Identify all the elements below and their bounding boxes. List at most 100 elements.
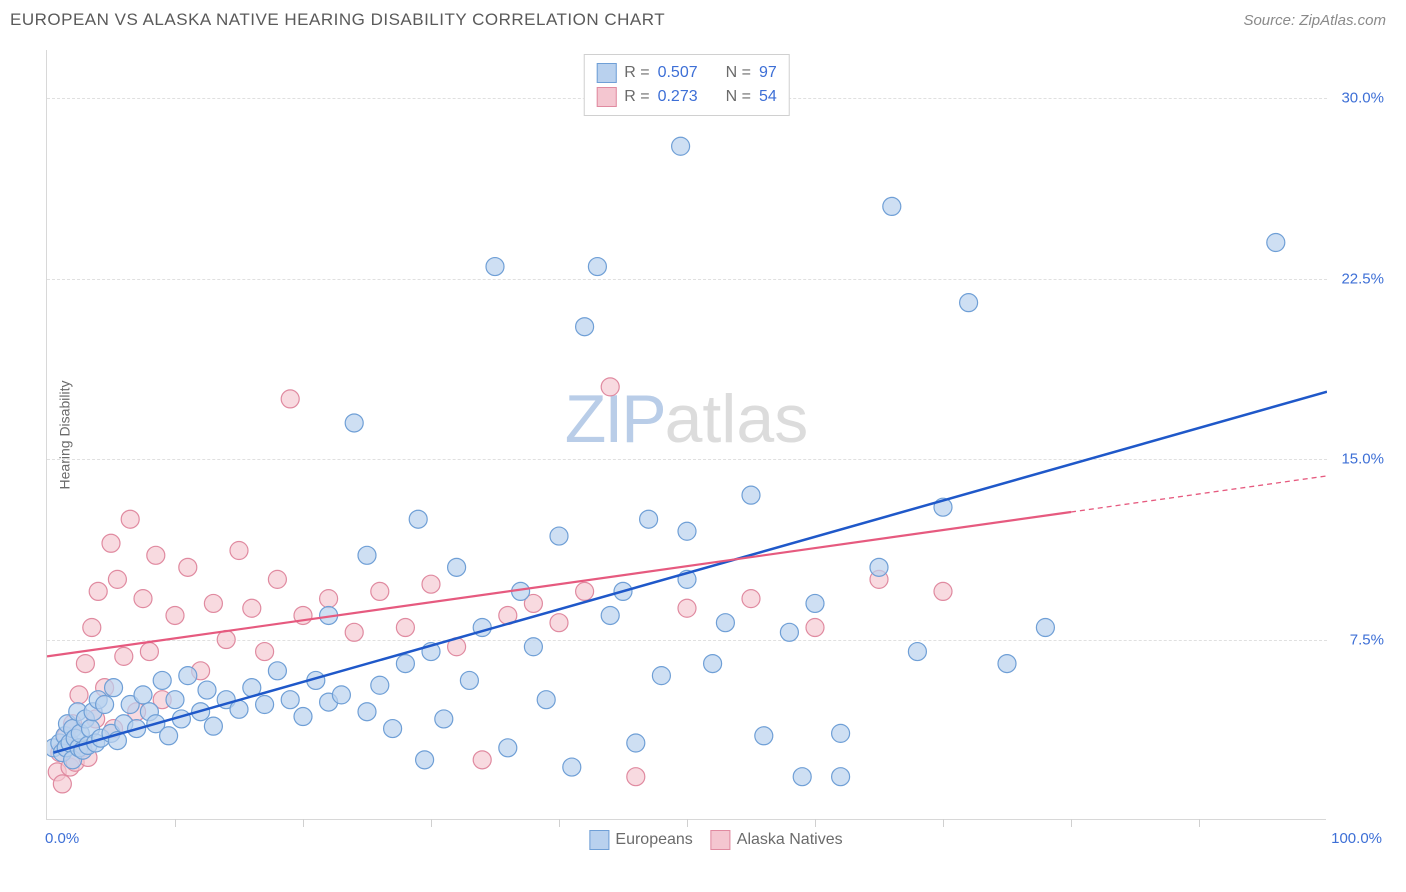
x-tick	[815, 819, 816, 827]
n-label: N =	[726, 64, 751, 82]
data-point	[627, 734, 645, 752]
x-tick	[943, 819, 944, 827]
data-point	[371, 582, 389, 600]
data-point	[358, 546, 376, 564]
data-point	[550, 614, 568, 632]
data-point	[281, 691, 299, 709]
data-point	[179, 667, 197, 685]
data-point	[384, 720, 402, 738]
x-tick	[303, 819, 304, 827]
correlation-legend: R = 0.507 N = 97 R = 0.273 N = 54	[583, 54, 790, 116]
legend-swatch-alaska	[596, 87, 616, 107]
data-point	[806, 594, 824, 612]
data-point	[96, 696, 114, 714]
data-point	[678, 599, 696, 617]
data-point	[76, 655, 94, 673]
data-point	[166, 606, 184, 624]
data-point	[883, 197, 901, 215]
data-point	[716, 614, 734, 632]
data-point	[83, 619, 101, 637]
legend-label-europeans: Europeans	[615, 831, 692, 849]
data-point	[217, 631, 235, 649]
y-tick-label: 15.0%	[1341, 451, 1384, 468]
legend-item-alaska: Alaska Natives	[711, 830, 843, 850]
data-point	[563, 758, 581, 776]
data-point	[160, 727, 178, 745]
plot-area: ZIPatlas R = 0.507 N = 97 R = 0.273 N = …	[46, 50, 1326, 820]
data-point	[198, 681, 216, 699]
x-axis-max-label: 100.0%	[1331, 830, 1382, 847]
data-point	[832, 724, 850, 742]
data-point	[998, 655, 1016, 673]
data-point	[1036, 619, 1054, 637]
data-point	[576, 582, 594, 600]
legend-item-europeans: Europeans	[589, 830, 692, 850]
data-point	[230, 542, 248, 560]
chart-title: EUROPEAN VS ALASKA NATIVE HEARING DISABI…	[10, 10, 665, 30]
data-point	[550, 527, 568, 545]
data-point	[243, 599, 261, 617]
data-point	[320, 590, 338, 608]
data-point	[640, 510, 658, 528]
y-tick-label: 30.0%	[1341, 90, 1384, 107]
r-label: R =	[624, 64, 649, 82]
data-point	[934, 582, 952, 600]
r-value-alaska: 0.273	[658, 88, 698, 106]
data-point	[908, 643, 926, 661]
n-value-europeans: 97	[759, 64, 777, 82]
regression-line	[53, 392, 1327, 753]
data-point	[153, 671, 171, 689]
data-point	[105, 679, 123, 697]
r-value-europeans: 0.507	[658, 64, 698, 82]
data-point	[448, 558, 466, 576]
chart-header: EUROPEAN VS ALASKA NATIVE HEARING DISABI…	[0, 0, 1406, 38]
data-point	[601, 378, 619, 396]
data-point	[1267, 234, 1285, 252]
n-label: N =	[726, 88, 751, 106]
regression-line-extrapolated	[1071, 476, 1327, 512]
x-tick	[687, 819, 688, 827]
data-point	[371, 676, 389, 694]
x-tick	[1071, 819, 1072, 827]
data-point	[499, 739, 517, 757]
data-point	[486, 258, 504, 276]
data-point	[537, 691, 555, 709]
data-point	[870, 558, 888, 576]
data-point	[409, 510, 427, 528]
data-point	[627, 768, 645, 786]
data-point	[793, 768, 811, 786]
data-point	[294, 708, 312, 726]
data-point	[806, 619, 824, 637]
data-point	[268, 570, 286, 588]
data-point	[396, 655, 414, 673]
data-point	[166, 691, 184, 709]
data-point	[524, 638, 542, 656]
source-attribution: Source: ZipAtlas.com	[1243, 12, 1386, 29]
data-point	[102, 534, 120, 552]
legend-swatch-europeans	[589, 830, 609, 850]
x-tick	[431, 819, 432, 827]
data-point	[121, 510, 139, 528]
data-point	[268, 662, 286, 680]
data-point	[256, 696, 274, 714]
chart-container: Hearing Disability ZIPatlas R = 0.507 N …	[46, 50, 1386, 820]
data-point	[345, 414, 363, 432]
legend-row-europeans: R = 0.507 N = 97	[596, 61, 777, 85]
legend-label-alaska: Alaska Natives	[737, 831, 843, 849]
data-point	[89, 582, 107, 600]
n-value-alaska: 54	[759, 88, 777, 106]
x-tick	[1199, 819, 1200, 827]
data-point	[755, 727, 773, 745]
data-point	[588, 258, 606, 276]
data-point	[672, 137, 690, 155]
data-point	[960, 294, 978, 312]
data-point	[345, 623, 363, 641]
data-point	[742, 486, 760, 504]
data-point	[115, 647, 133, 665]
data-point	[416, 751, 434, 769]
data-point	[256, 643, 274, 661]
r-label: R =	[624, 88, 649, 106]
data-point	[204, 717, 222, 735]
data-point	[704, 655, 722, 673]
data-point	[134, 686, 152, 704]
